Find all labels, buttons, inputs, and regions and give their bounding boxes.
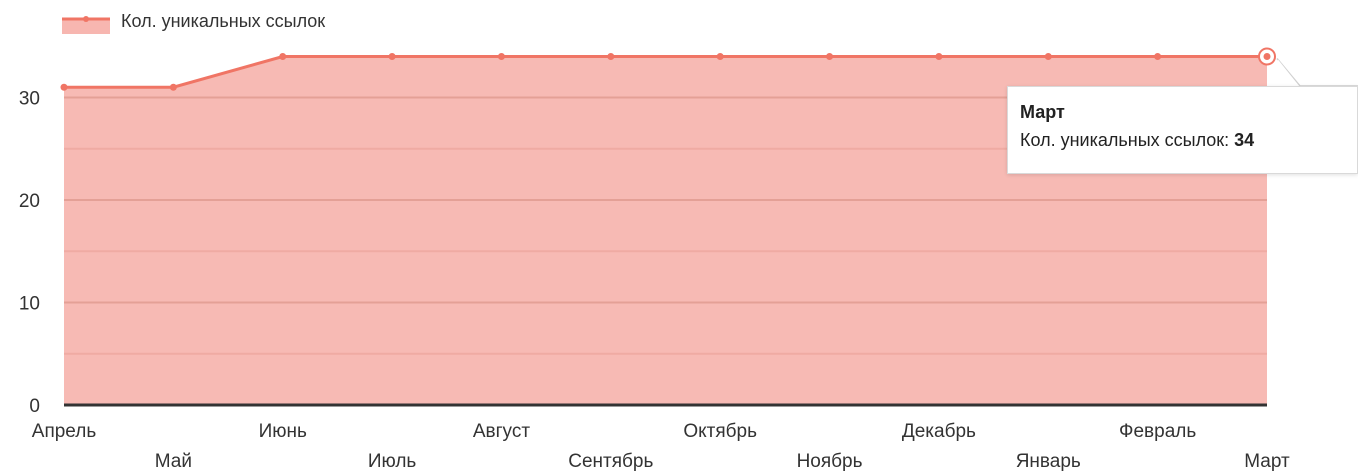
x-tick-label: Апрель [32,421,97,442]
x-tick-label: Июль [368,451,417,472]
tooltip-callout-fill [1268,59,1358,90]
legend[interactable]: Кол. уникальных ссылок [62,11,325,34]
data-points [60,47,1276,91]
data-point[interactable] [935,53,943,60]
y-tick-label: 30 [19,89,40,110]
tooltip-value: 34 [1234,130,1255,150]
data-point[interactable] [279,53,287,60]
x-tick-label: Февраль [1119,421,1196,442]
y-tick-label: 10 [19,294,40,315]
data-point[interactable] [607,53,615,60]
x-tick-label: Январь [1016,451,1081,472]
x-tick-label: Ноябрь [797,451,863,472]
data-point[interactable] [1044,53,1052,60]
legend-swatch-marker [83,16,89,22]
y-tick-label: 20 [19,191,40,212]
data-point[interactable] [1154,53,1162,60]
tooltip-row: Кол. уникальных ссылок: 34 [1020,129,1345,151]
data-point[interactable] [826,53,834,60]
series-line [64,55,1267,89]
tooltip-label: Кол. уникальных ссылок: [1020,130,1235,150]
data-point[interactable] [60,83,68,91]
data-point[interactable] [169,83,177,91]
series-area [64,56,1267,405]
data-point[interactable] [388,53,396,60]
data-point[interactable] [497,53,505,60]
data-point[interactable] [716,53,724,60]
x-tick-label: Март [1244,451,1290,472]
x-tick-label: Август [473,421,530,442]
axes: 0 10 20 30 Апрель Май Июнь Июль Август Сентябрь Ок… [19,89,1290,473]
x-tick-label: Октябрь [683,421,757,442]
legend-label: Кол. уникальных ссылок [121,11,325,31]
x-tick-label: Сентябрь [568,451,653,472]
data-point[interactable] [1263,53,1271,60]
area-layer [64,55,1267,405]
tooltip-title: Март [1020,102,1065,122]
x-tick-label: Декабрь [902,421,976,442]
y-tick-label: 0 [29,396,40,417]
tooltip: Март Кол. уникальных ссылок: 34 [1007,86,1358,174]
legend-swatch [62,19,110,34]
x-tick-label: Июнь [259,421,307,442]
x-tick-label: Май [155,451,192,472]
